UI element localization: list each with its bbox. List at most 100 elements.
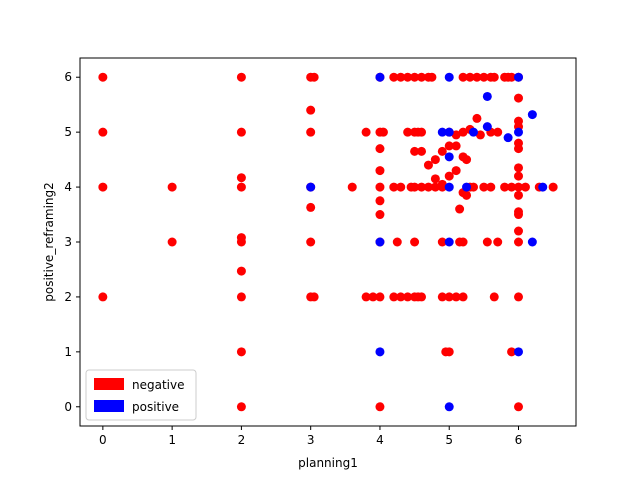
scatter-point-negative xyxy=(396,182,406,192)
scatter-point-negative xyxy=(309,72,319,82)
scatter-point-negative xyxy=(468,182,478,192)
x-tick-label: 1 xyxy=(168,433,176,447)
scatter-point-negative xyxy=(417,182,427,192)
scatter-point-negative xyxy=(458,292,468,302)
scatter-point-negative xyxy=(236,402,246,412)
scatter-point-positive xyxy=(306,182,316,192)
scatter-point-positive xyxy=(444,237,454,247)
scatter-point-negative xyxy=(396,72,406,82)
scatter-point-negative xyxy=(396,292,406,302)
scatter-point-negative xyxy=(493,127,503,137)
y-tick-label: 4 xyxy=(64,180,72,194)
scatter-point-negative xyxy=(236,292,246,302)
scatter-point-negative xyxy=(375,144,385,154)
scatter-point-negative xyxy=(236,347,246,357)
scatter-point-positive xyxy=(375,72,385,82)
scatter-point-negative xyxy=(514,171,524,181)
scatter-point-negative xyxy=(98,127,108,137)
x-tick-label: 6 xyxy=(515,433,523,447)
scatter-point-positive xyxy=(437,127,447,137)
scatter-point-positive xyxy=(444,182,454,192)
scatter-point-negative xyxy=(236,72,246,82)
scatter-point-negative xyxy=(403,127,413,137)
scatter-point-negative xyxy=(430,155,440,165)
scatter-point-negative xyxy=(458,237,468,247)
scatter-point-negative xyxy=(548,182,558,192)
scatter-point-negative xyxy=(514,144,524,154)
scatter-point-negative xyxy=(98,292,108,302)
scatter-point-positive xyxy=(527,110,537,120)
scatter-point-negative xyxy=(514,237,524,247)
scatter-point-negative xyxy=(507,72,517,82)
x-tick-label: 5 xyxy=(445,433,453,447)
scatter-point-negative xyxy=(451,166,461,176)
legend-label-negative: negative xyxy=(132,378,184,392)
scatter-point-negative xyxy=(458,127,468,137)
scatter-point-negative xyxy=(417,127,427,137)
scatter-point-negative xyxy=(423,160,433,170)
scatter-point-negative xyxy=(403,72,413,82)
scatter-point-negative xyxy=(444,171,454,181)
scatter-point-negative xyxy=(444,347,454,357)
scatter-point-negative xyxy=(514,402,524,412)
scatter-point-negative xyxy=(306,202,316,212)
scatter-point-negative xyxy=(458,72,468,82)
scatter-point-negative xyxy=(514,226,524,236)
scatter-point-negative xyxy=(479,182,489,192)
scatter-point-negative xyxy=(236,173,246,183)
scatter-point-negative xyxy=(489,72,499,82)
scatter-point-negative xyxy=(514,163,524,173)
scatter-point-negative xyxy=(455,204,465,214)
scatter-point-positive xyxy=(482,91,492,101)
scatter-point-negative xyxy=(514,190,524,200)
scatter-point-negative xyxy=(475,130,485,140)
scatter-point-negative xyxy=(486,182,496,192)
scatter-point-negative xyxy=(389,182,399,192)
scatter-point-negative xyxy=(236,182,246,192)
x-tick-label: 2 xyxy=(238,433,246,447)
scatter-point-positive xyxy=(444,152,454,162)
scatter-point-negative xyxy=(430,174,440,184)
scatter-point-negative xyxy=(451,292,461,302)
scatter-point-positive xyxy=(444,127,454,137)
scatter-point-negative xyxy=(167,237,177,247)
scatter-point-positive xyxy=(514,127,524,137)
scatter-point-negative xyxy=(167,182,177,192)
scatter-point-negative xyxy=(403,292,413,302)
scatter-point-negative xyxy=(500,182,510,192)
scatter-point-negative xyxy=(482,237,492,247)
scatter-point-negative xyxy=(375,166,385,176)
points-layer xyxy=(98,72,558,412)
scatter-point-negative xyxy=(451,141,461,151)
scatter-point-positive xyxy=(375,347,385,357)
scatter-point-negative xyxy=(479,72,489,82)
scatter-point-negative xyxy=(392,237,402,247)
legend-label-positive: positive xyxy=(132,400,179,414)
scatter-point-negative xyxy=(514,182,524,192)
x-tick-label: 3 xyxy=(307,433,315,447)
scatter-point-negative xyxy=(98,72,108,82)
scatter-point-negative xyxy=(427,72,437,82)
scatter-point-positive xyxy=(444,72,454,82)
x-ticks: 0 1 2 3 4 5 6 xyxy=(99,426,522,447)
scatter-point-negative xyxy=(465,72,475,82)
x-axis-label: planning1 xyxy=(298,456,358,470)
scatter-point-negative xyxy=(462,155,472,165)
scatter-point-negative xyxy=(375,196,385,206)
scatter-point-negative xyxy=(514,210,524,220)
scatter-point-negative xyxy=(236,237,246,247)
scatter-point-negative xyxy=(437,179,447,189)
y-tick-label: 6 xyxy=(64,70,72,84)
scatter-point-negative xyxy=(378,127,388,137)
y-ticks: 0 1 2 3 4 5 6 xyxy=(64,70,80,414)
legend: negative positive xyxy=(85,369,197,421)
y-tick-label: 2 xyxy=(64,290,72,304)
scatter-point-negative xyxy=(472,72,482,82)
y-axis-label: positive_reframing2 xyxy=(42,182,56,302)
scatter-point-negative xyxy=(375,292,385,302)
scatter-point-negative xyxy=(430,182,440,192)
scatter-point-positive xyxy=(462,182,472,192)
scatter-point-negative xyxy=(306,127,316,137)
scatter-point-negative xyxy=(514,292,524,302)
